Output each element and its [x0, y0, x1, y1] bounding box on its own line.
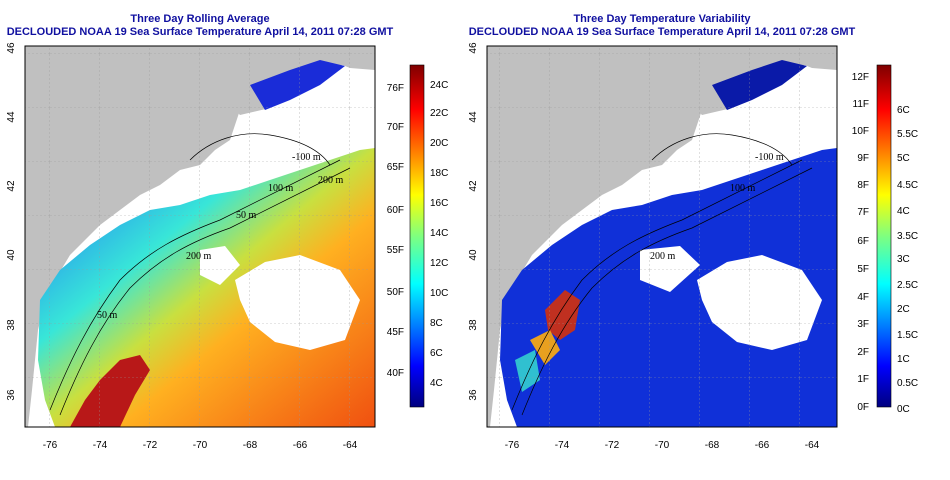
colorbar-label-f: 11F [853, 99, 870, 110]
lat-tick-label: 42 [468, 180, 479, 192]
colorbar-label-f: 10F [852, 126, 869, 137]
lon-tick-label: -70 [193, 440, 208, 451]
lon-tick-label: -76 [505, 440, 520, 451]
left-title: Three Day Rolling Average [130, 13, 269, 25]
lat-tick-label: 44 [6, 111, 17, 123]
colorbar-label-f: 2F [857, 347, 869, 358]
colorbar-label-c: 0C [897, 404, 910, 415]
colorbar-label-c: 22C [430, 108, 448, 119]
colorbar-label-f: 5F [857, 264, 869, 275]
colorbar-label-f: 76F [387, 83, 404, 94]
colorbar-label-c: 18C [430, 168, 448, 179]
colorbar-label-c: 4C [430, 378, 443, 389]
colorbar-label-c: 12C [430, 258, 448, 269]
colorbar-label-c: 24C [430, 80, 448, 91]
colorbar-label-f: 70F [387, 122, 404, 133]
left-map-panel: Three Day Rolling Average DECLOUDED NOAA… [6, 13, 448, 451]
lat-tick-label: 36 [468, 389, 479, 401]
lon-tick-label: -74 [555, 440, 570, 451]
lon-tick-label: -74 [93, 440, 108, 451]
colorbar-label-c: 5.5C [897, 129, 918, 140]
contour-label: -100 m [755, 152, 784, 163]
contour-label: 50 m [236, 210, 257, 221]
colorbar-label-c: 5C [897, 153, 910, 164]
lat-tick-label: 36 [6, 389, 17, 401]
lat-tick-label: 38 [468, 319, 479, 331]
right-lat-axis: 36 38 40 42 44 46 [468, 42, 479, 401]
right-title: Three Day Temperature Variability [573, 13, 751, 25]
lat-tick-label: 46 [6, 42, 17, 54]
lon-tick-label: -68 [705, 440, 720, 451]
contour-label: 200 m [186, 251, 212, 262]
contour-label: 200 m [318, 175, 344, 186]
lon-tick-label: -72 [605, 440, 620, 451]
left-lat-axis: 36 38 40 42 44 46 [6, 42, 17, 401]
left-lon-axis: -76 -74 -72 -70 -68 -66 -64 [43, 440, 358, 451]
colorbar-label-f: 60F [387, 205, 404, 216]
lon-tick-label: -64 [805, 440, 820, 451]
colorbar-label-c: 3.5C [897, 231, 918, 242]
left-colorbar: 76F 70F 65F 60F 55F 50F 45F 40F 24C 22C … [387, 64, 448, 408]
colorbar-label-c: 2C [897, 304, 910, 315]
colorbar-label-f: 50F [387, 287, 404, 298]
lat-tick-label: 40 [6, 249, 17, 261]
left-map-area [25, 46, 375, 427]
colorbar-label-c: 8C [430, 318, 443, 329]
contour-label: 200 m [650, 251, 676, 262]
colorbar-label-c: 3C [897, 254, 910, 265]
colorbar-label-f: 6F [857, 236, 869, 247]
colorbar-label-c: 1C [897, 354, 910, 365]
right-colorbar: 12F 11F 10F 9F 8F 7F 6F 5F 4F 3F 2F 1F 0… [852, 64, 918, 415]
lon-tick-label: -64 [343, 440, 358, 451]
lon-tick-label: -76 [43, 440, 58, 451]
right-subtitle: DECLOUDED NOAA 19 Sea Surface Temperatur… [469, 26, 856, 38]
contour-label: -100 m [292, 152, 321, 163]
lat-tick-label: 42 [6, 180, 17, 192]
colorbar-label-c: 4C [897, 206, 910, 217]
lat-tick-label: 44 [468, 111, 479, 123]
lon-tick-label: -70 [655, 440, 670, 451]
colorbar-label-c: 16C [430, 198, 448, 209]
colorbar-label-c: 0.5C [897, 378, 918, 389]
colorbar-label-c: 20C [430, 138, 448, 149]
colorbar-label-c: 6C [430, 348, 443, 359]
lon-tick-label: -68 [243, 440, 258, 451]
colorbar-label-f: 7F [857, 207, 869, 218]
colorbar-label-f: 4F [857, 292, 869, 303]
colorbar-label-c: 14C [430, 228, 448, 239]
lat-tick-label: 38 [6, 319, 17, 331]
left-subtitle: DECLOUDED NOAA 19 Sea Surface Temperatur… [7, 26, 394, 38]
lat-tick-label: 40 [468, 249, 479, 261]
colorbar-label-c: 10C [430, 288, 448, 299]
colorbar-label-c: 2.5C [897, 280, 918, 291]
colorbar-label-f: 55F [387, 245, 404, 256]
lon-tick-label: -66 [755, 440, 770, 451]
colorbar-label-f: 45F [387, 327, 404, 338]
colorbar-label-f: 12F [852, 72, 869, 83]
lon-tick-label: -66 [293, 440, 308, 451]
contour-label: 100 m [730, 183, 756, 194]
right-map-panel: Three Day Temperature Variability DECLOU… [468, 13, 918, 451]
colorbar-label-c: 6C [897, 105, 910, 116]
contour-label: 50 m [97, 310, 118, 321]
colorbar-label-f: 40F [387, 368, 404, 379]
colorbar-label-f: 3F [857, 319, 869, 330]
right-lon-axis: -76 -74 -72 -70 -68 -66 -64 [505, 440, 820, 451]
colorbar-label-f: 9F [857, 153, 869, 164]
colorbar-label-f: 0F [857, 402, 869, 413]
colorbar-label-f: 65F [387, 162, 404, 173]
colorbar-label-c: 4.5C [897, 180, 918, 191]
contour-label: 100 m [268, 183, 294, 194]
lat-tick-label: 46 [468, 42, 479, 54]
colorbar-label-c: 1.5C [897, 330, 918, 341]
colorbar-label-f: 1F [857, 374, 869, 385]
colorbar-label-f: 8F [857, 180, 869, 191]
right-map-area [487, 46, 837, 427]
lon-tick-label: -72 [143, 440, 158, 451]
